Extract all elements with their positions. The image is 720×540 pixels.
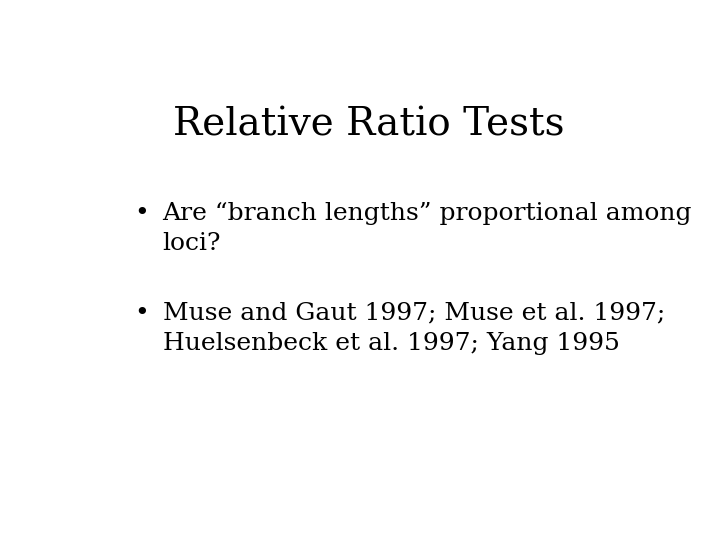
Text: •: •	[135, 202, 149, 225]
Text: Muse and Gaut 1997; Muse et al. 1997;
Huelsenbeck et al. 1997; Yang 1995: Muse and Gaut 1997; Muse et al. 1997; Hu…	[163, 302, 665, 355]
Text: Are “branch lengths” proportional among
loci?: Are “branch lengths” proportional among …	[163, 202, 692, 255]
Text: •: •	[135, 302, 149, 325]
Text: Relative Ratio Tests: Relative Ratio Tests	[174, 106, 564, 144]
